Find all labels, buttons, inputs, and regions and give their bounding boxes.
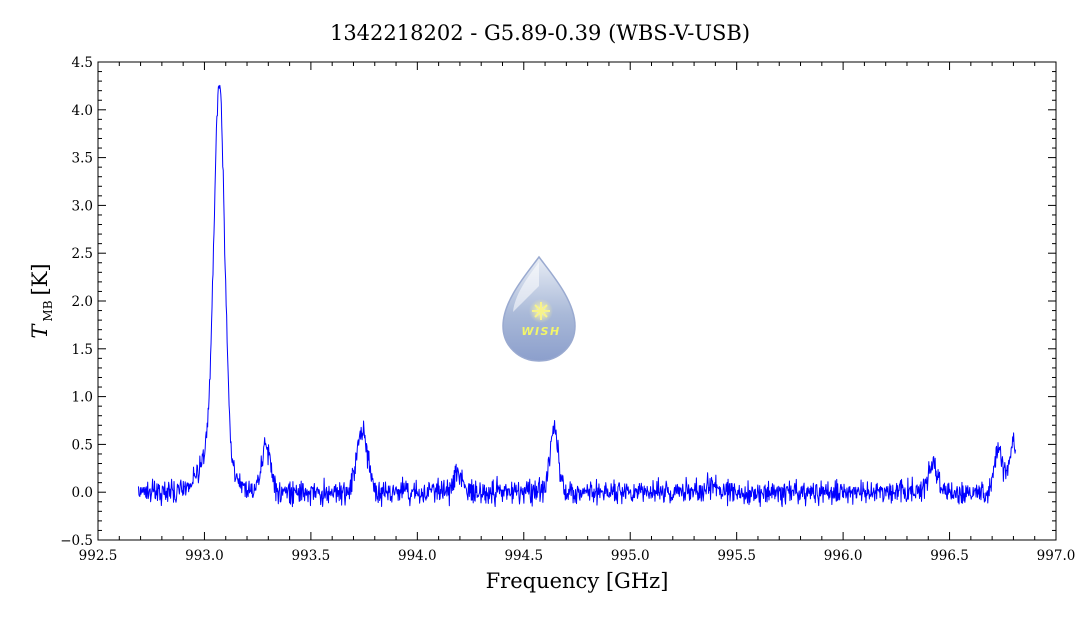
- y-tick-label: 0.5: [72, 437, 93, 453]
- y-tick-label: 3.5: [72, 151, 93, 167]
- x-tick-label: 994.5: [504, 548, 543, 564]
- spectrum-series-line: [137, 84, 1017, 508]
- y-tick-label: 4.5: [72, 55, 93, 71]
- y-tick-label: 3.0: [72, 198, 93, 214]
- plot-frame: [97, 61, 1057, 541]
- y-tick-label: 1.0: [72, 390, 93, 406]
- y-tick-label: −0.5: [60, 533, 93, 549]
- x-tick-label: 995.5: [717, 548, 756, 564]
- y-tick-label: 2.0: [72, 294, 93, 310]
- axis-ticks: [97, 61, 1057, 541]
- y-tick-label: 2.5: [72, 246, 93, 262]
- x-tick-label: 996.0: [824, 548, 863, 564]
- x-tick-label: 997.0: [1037, 548, 1076, 564]
- logo-text: WISH: [521, 325, 560, 338]
- x-tick-label: 993.0: [185, 548, 224, 564]
- y-tick-label: 1.5: [72, 342, 93, 358]
- chart-title: 1342218202 - G5.89-0.39 (WBS-V-USB): [330, 21, 750, 45]
- x-tick-label: 992.5: [79, 548, 118, 564]
- x-tick-label: 995.0: [611, 548, 650, 564]
- y-tick-label: 0.0: [72, 485, 93, 501]
- star-icon: [532, 302, 550, 320]
- x-axis-label: Frequency [GHz]: [486, 569, 669, 593]
- x-tick-label: 996.5: [930, 548, 969, 564]
- y-tick-label: 4.0: [72, 103, 93, 119]
- y-axis-label: TMB[K]: [28, 263, 55, 338]
- x-tick-labels: 992.5 993.0 993.5 994.0 994.5 995.0 995.5 996.0…: [79, 548, 1076, 564]
- x-tick-label: 994.0: [398, 548, 437, 564]
- wish-logo: WISH: [502, 255, 576, 362]
- x-tick-label: 993.5: [292, 548, 331, 564]
- y-tick-labels: −0.5 0.0 0.5 1.0 1.5 2.0 2.5 3.0 3.5 4.0 4.5: [60, 55, 93, 549]
